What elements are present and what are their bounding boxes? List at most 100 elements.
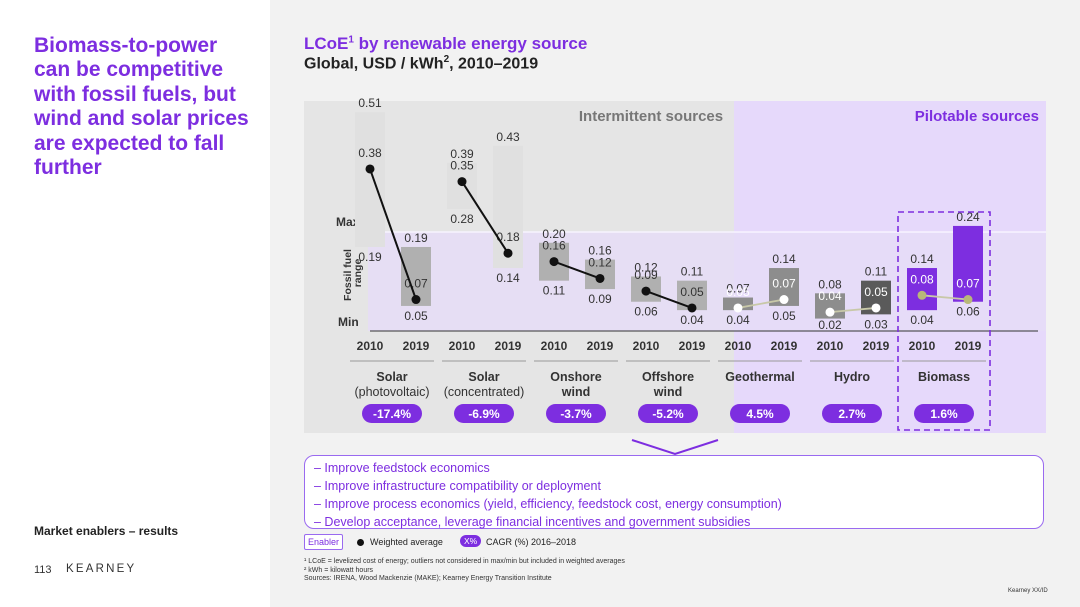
min-value-label: 0.28 xyxy=(450,212,474,226)
min-value-label: 0.19 xyxy=(358,250,382,264)
fossil-fuel-range-label: Fossil fuel xyxy=(342,249,354,301)
improvement-item: – Improve infrastructure compatibility o… xyxy=(314,479,601,493)
average-value-label: 0.07 xyxy=(956,277,980,291)
average-trend-line xyxy=(737,298,785,309)
year-tick-label: 2019 xyxy=(495,339,522,353)
biomass-highlight-frame xyxy=(897,211,991,431)
pilotable-sources-label: Pilotable sources xyxy=(915,108,1039,125)
cagr-value: 1.6% xyxy=(930,407,958,421)
average-value-label: 0.07 xyxy=(404,277,428,291)
chart-title: LCoE1 by renewable energy source xyxy=(304,34,588,53)
min-value-label: 0.04 xyxy=(726,313,750,327)
min-value-label: 0.02 xyxy=(818,318,842,332)
year-tick-label: 2010 xyxy=(725,339,752,353)
cagr-value: -5.2% xyxy=(652,407,684,421)
improvements-box: – Improve feedstock economics – Improve … xyxy=(304,455,1044,529)
year-tick-label: 2010 xyxy=(633,339,660,353)
max-value-label: 0.51 xyxy=(358,96,382,110)
cagr-badge xyxy=(914,404,974,423)
average-trend-line xyxy=(461,181,509,254)
weighted-average-dot xyxy=(549,257,559,267)
min-label: Min xyxy=(338,315,359,329)
cagr-badge xyxy=(546,404,606,423)
category-label: Solar xyxy=(468,370,499,384)
enabler-legend-tag: Enabler xyxy=(304,534,344,550)
year-tick-label: 2019 xyxy=(771,339,798,353)
min-value-label: 0.09 xyxy=(588,292,612,306)
min-value-label: 0.05 xyxy=(772,309,796,323)
max-value-label: 0.39 xyxy=(450,147,474,161)
max-value-label: 0.19 xyxy=(404,231,428,245)
min-value-label: 0.04 xyxy=(910,313,934,327)
section-label: Market enablers – results xyxy=(34,524,179,538)
year-tick-label: 2010 xyxy=(909,339,936,353)
average-value-label: 0.09 xyxy=(634,268,658,282)
weighted-average-dot xyxy=(641,286,651,296)
lcoe-range-bar xyxy=(907,268,937,311)
category-label: Offshore xyxy=(642,370,694,384)
weighted-average-dot-icon xyxy=(357,539,364,546)
cagr-value: -3.7% xyxy=(560,407,592,421)
footnote: ² kWh = kilowatt hours xyxy=(304,566,374,574)
max-value-label: 0.07 xyxy=(726,282,750,296)
chart-subtitle: Global, USD / kWh2, 2010–2019 xyxy=(304,54,539,73)
weighted-average-dot xyxy=(871,303,881,313)
average-value-label: 0.05 xyxy=(726,285,750,299)
chevron-down-icon xyxy=(631,439,719,456)
left-panel: Biomass-to-power can be competitive with… xyxy=(0,0,270,607)
average-value-label: 0.16 xyxy=(542,239,566,253)
max-value-label: 0.43 xyxy=(496,130,520,144)
category-label: wind xyxy=(561,385,590,399)
category-label: (photovoltaic) xyxy=(354,385,429,399)
max-value-label: 0.12 xyxy=(634,260,658,274)
max-value-label: 0.16 xyxy=(588,244,612,258)
footnotes: ¹ LCoE = levelized cost of energy; outli… xyxy=(304,558,625,584)
cagr-badge xyxy=(362,404,422,423)
average-value-label: 0.12 xyxy=(588,255,612,269)
weighted-average-dot xyxy=(687,303,697,313)
weighted-average-dot xyxy=(595,273,605,283)
cagr-value: -17.4% xyxy=(373,407,411,421)
year-tick-label: 2010 xyxy=(449,339,476,353)
copyright: Kearney XX/ID xyxy=(1008,588,1048,594)
max-value-label: 0.11 xyxy=(865,265,888,279)
improvement-item: – Improve feedstock economics xyxy=(314,461,490,475)
average-trend-line xyxy=(645,290,693,309)
max-value-label: 0.14 xyxy=(910,252,934,266)
max-label: Max xyxy=(336,215,360,229)
weighted-average-dot xyxy=(733,303,743,313)
cagr-badge xyxy=(454,404,514,423)
year-tick-label: 2010 xyxy=(817,339,844,353)
lcoe-range-bar xyxy=(355,112,385,247)
cagr-badge xyxy=(638,404,698,423)
cagr-legend-badge: X% xyxy=(460,535,482,547)
average-trend-line xyxy=(369,168,417,300)
headline: Biomass-to-power can be competitive with… xyxy=(34,34,249,180)
max-value-label: 0.24 xyxy=(956,210,980,224)
weighted-average-dot xyxy=(411,295,421,305)
average-trend-line xyxy=(553,260,601,280)
intermittent-sources-label: Intermittent sources xyxy=(579,108,723,125)
year-tick-label: 2019 xyxy=(403,339,430,353)
weighted-average-dot xyxy=(963,295,973,305)
cagr-badge xyxy=(822,404,882,423)
category-label: Onshore xyxy=(550,370,601,384)
year-tick-label: 2019 xyxy=(587,339,614,353)
category-label: (concentrated) xyxy=(444,385,525,399)
weighted-average-dot xyxy=(365,164,375,174)
min-value-label: 0.03 xyxy=(864,317,888,331)
cagr-legend-label: CAGR (%) 2016–2018 xyxy=(486,537,577,547)
improvement-item: – Improve process economics (yield, effi… xyxy=(314,497,782,511)
average-value-label: 0.38 xyxy=(358,146,382,160)
fossil-fuel-range-label: range xyxy=(352,259,364,288)
weighted-average-dot xyxy=(917,290,927,300)
average-value-label: 0.05 xyxy=(680,285,704,299)
footnote: ¹ LCoE = levelized cost of energy; outli… xyxy=(304,558,625,565)
min-value-label: 0.04 xyxy=(680,313,704,327)
year-tick-label: 2010 xyxy=(541,339,568,353)
page-number: 113 xyxy=(34,564,52,576)
average-value-label: 0.05 xyxy=(864,285,888,299)
cagr-value: -6.9% xyxy=(468,407,500,421)
category-label: Hydro xyxy=(834,370,870,384)
